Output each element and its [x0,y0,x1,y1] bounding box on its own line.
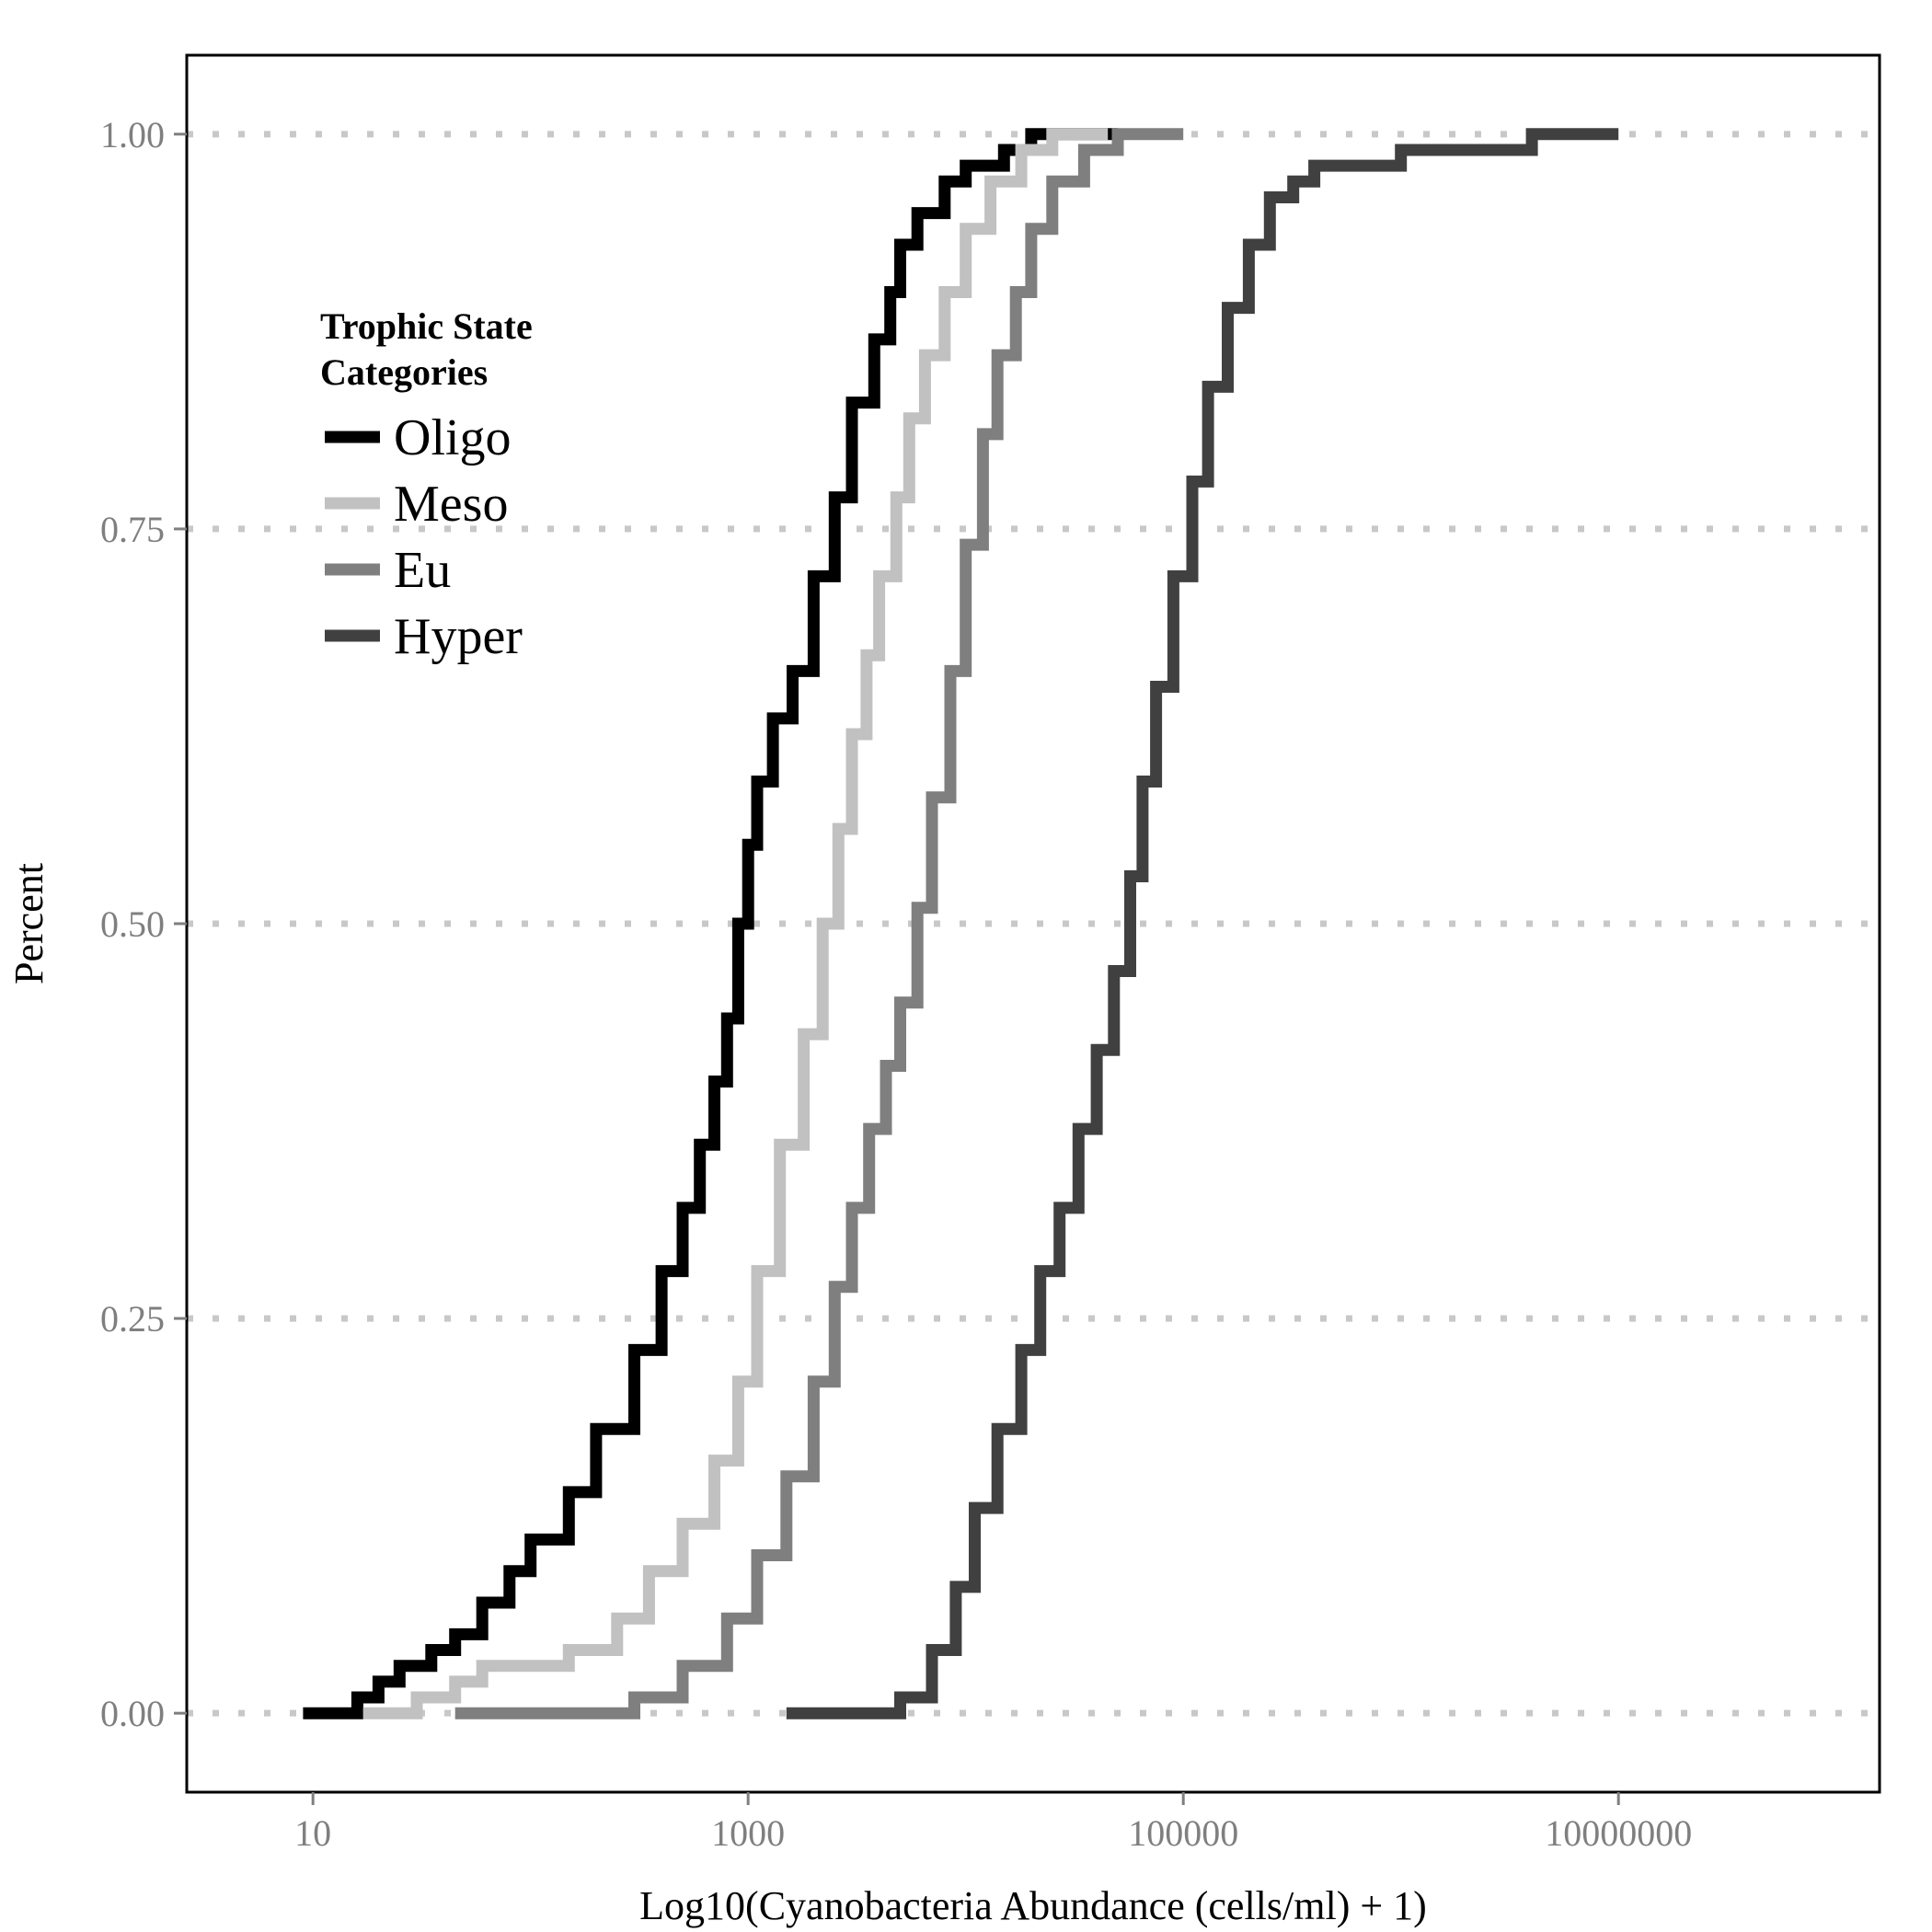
y-tick-label: 0.25 [100,1298,165,1340]
y-tick-label: 0.50 [100,903,165,945]
legend: Trophic State Categories Oligo Meso Eu Hype… [320,305,533,665]
series-layer [303,128,1619,1719]
series-line-hyper [786,128,1619,1719]
y-tick-label: 0.75 [100,509,165,550]
tick-layer: 0.00 0.25 0.50 0.75 1.00 10 1000 100000 10000000 [100,114,1692,1854]
x-tick-label: 1000 [711,1812,785,1854]
legend-label-eu: Eu [394,542,451,599]
y-axis-title: Percent [6,863,52,984]
x-tick-label: 100000 [1128,1812,1238,1854]
legend-title-line-2: Categories [320,351,488,393]
legend-label-meso: Meso [394,476,508,533]
legend-label-hyper: Hyper [394,608,523,665]
series-line-meso [362,128,1109,1719]
x-tick-label: 10 [294,1812,331,1854]
x-tick-label: 10000000 [1545,1812,1692,1854]
series-line-oligo [303,128,1118,1719]
y-tick-label: 0.00 [100,1693,165,1734]
legend-label-oligo: Oligo [394,409,512,466]
x-axis-title: Log10(Cyanobacteria Abundance (cells/ml)… [639,1883,1427,1928]
legend-items: Oligo Meso Eu Hyper [325,409,523,665]
legend-title-line-1: Trophic State [320,305,533,347]
y-tick-label: 1.00 [100,114,165,155]
series-line-eu [454,128,1184,1719]
